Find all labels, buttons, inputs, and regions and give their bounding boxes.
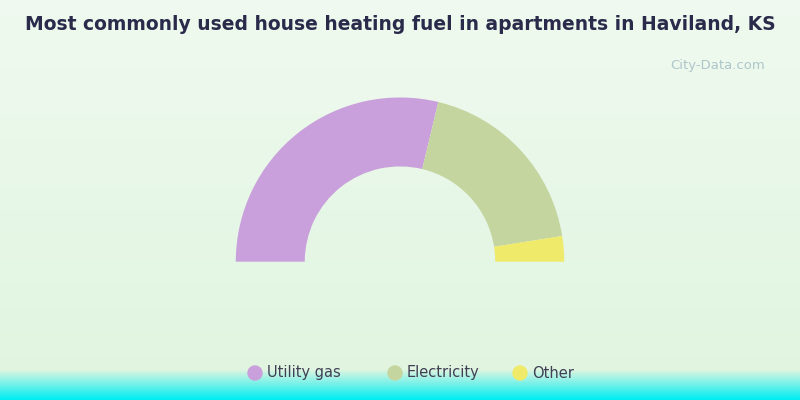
Circle shape	[248, 366, 262, 380]
Text: Most commonly used house heating fuel in apartments in Haviland, KS: Most commonly used house heating fuel in…	[25, 15, 775, 34]
Wedge shape	[422, 102, 562, 247]
Wedge shape	[494, 236, 564, 262]
Text: Utility gas: Utility gas	[267, 366, 341, 380]
Text: City-Data.com: City-Data.com	[670, 58, 766, 72]
Text: Other: Other	[532, 366, 574, 380]
Circle shape	[513, 366, 527, 380]
Circle shape	[388, 366, 402, 380]
Text: Electricity: Electricity	[407, 366, 480, 380]
Wedge shape	[236, 98, 438, 262]
